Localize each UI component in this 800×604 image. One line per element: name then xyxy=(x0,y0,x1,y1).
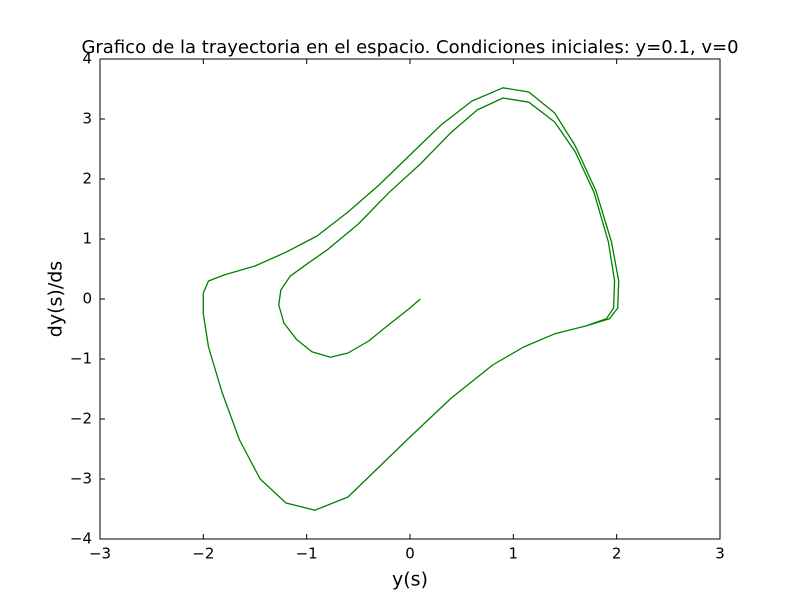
y-tick-label: 0 xyxy=(82,290,92,308)
x-axis-label: y(s) xyxy=(392,569,428,591)
y-tick-label: 4 xyxy=(82,50,92,68)
y-tick-label: −1 xyxy=(70,350,92,368)
x-tick-label: 0 xyxy=(405,545,415,563)
y-tick-label: −3 xyxy=(70,470,92,488)
y-tick-label: 2 xyxy=(82,170,92,188)
x-tick-label: −3 xyxy=(89,545,111,563)
plot-frame xyxy=(99,58,721,540)
x-tick-label: 2 xyxy=(612,545,622,563)
x-tick-label: 1 xyxy=(509,545,519,563)
trajectory-line xyxy=(202,87,620,511)
x-tick-label: 3 xyxy=(715,545,725,563)
chart-title: Grafico de la trayectoria en el espacio.… xyxy=(81,37,738,58)
y-axis-label: dy(s)/ds xyxy=(45,261,67,337)
y-tick-label: −4 xyxy=(70,530,92,548)
y-tick-label: 3 xyxy=(82,110,92,128)
x-tick-label: −2 xyxy=(192,545,214,563)
y-tick-label: 1 xyxy=(82,230,92,248)
y-tick-label: −2 xyxy=(70,410,92,428)
x-tick-label: −1 xyxy=(296,545,318,563)
